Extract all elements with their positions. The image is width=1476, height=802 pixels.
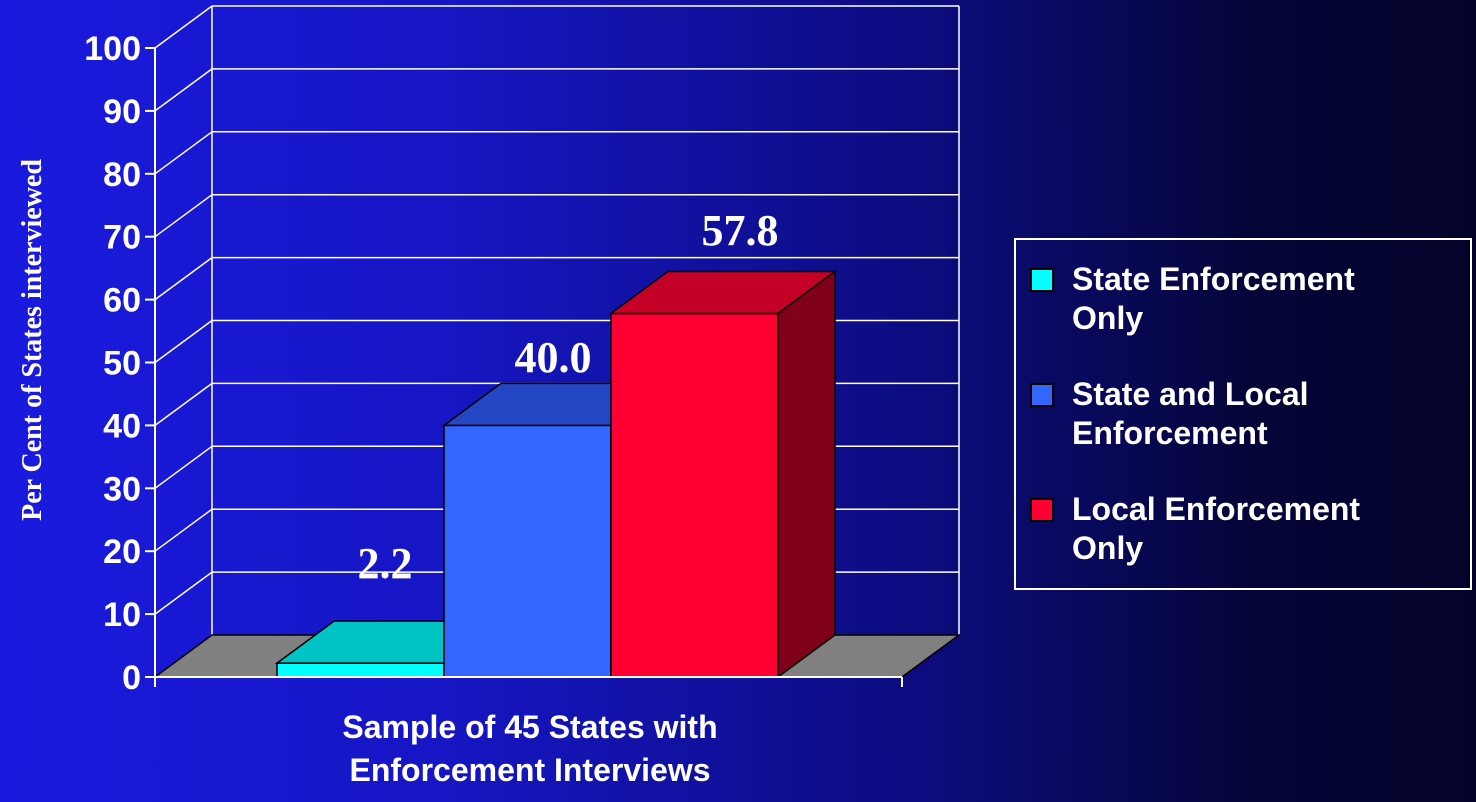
x-axis-title: Sample of 45 States with Enforcement Int… <box>0 706 1060 792</box>
bar-side <box>777 269 836 679</box>
bar-front <box>443 424 612 678</box>
legend-label-local-only: Local Enforcement Only <box>1072 490 1472 568</box>
gridline-side <box>154 319 213 364</box>
y-tick-label: 30 <box>103 470 141 508</box>
chart-canvas: 0 10 20 30 40 50 60 70 80 90 100 2.2 40.0 57.8 <box>84 5 962 697</box>
legend-label-line: Only <box>1072 530 1144 566</box>
gridline-side <box>154 571 213 615</box>
gridline-side <box>154 68 213 112</box>
legend-label-line: State and Local <box>1072 376 1309 412</box>
legend: State Enforcement Only State and Local E… <box>1014 238 1472 590</box>
y-tick-label: 0 <box>122 659 141 697</box>
x-axis-title-line-2: Enforcement Interviews <box>349 752 711 788</box>
data-label: 57.8 <box>702 206 779 255</box>
bar-front <box>276 662 445 678</box>
y-tick-label: 80 <box>103 156 141 194</box>
legend-label-state-and-local: State and Local Enforcement <box>1072 375 1472 453</box>
y-tick-label: 40 <box>103 407 141 445</box>
data-label: 40.0 <box>515 333 592 382</box>
gridline-side <box>154 194 213 238</box>
legend-swatch-state-only <box>1030 268 1054 292</box>
y-tick-label: 70 <box>103 219 141 257</box>
gridline-side <box>154 131 213 175</box>
x-axis-title-line-1: Sample of 45 States with <box>342 709 718 745</box>
gridline-side <box>154 5 213 49</box>
y-tick-label: 50 <box>103 345 141 383</box>
bar-front <box>610 312 779 678</box>
legend-swatch-state-and-local <box>1030 383 1054 407</box>
legend-label-state-only: State Enforcement Only <box>1072 260 1472 338</box>
y-tick-label: 100 <box>84 30 141 68</box>
legend-label-line: Local Enforcement <box>1072 491 1361 527</box>
legend-label-line: Enforcement <box>1072 415 1268 451</box>
y-tick-label: 20 <box>103 533 141 571</box>
legend-label-line: State Enforcement <box>1072 261 1355 297</box>
gridline-side <box>154 256 213 301</box>
y-tick-label: 10 <box>103 596 141 634</box>
gridline-side <box>154 508 213 552</box>
y-tick-label: 90 <box>103 93 141 131</box>
y-axis-title: Per Cent of States interviewed <box>17 159 48 521</box>
data-label: 2.2 <box>358 539 413 588</box>
gridline-side <box>154 445 213 489</box>
gridline-side <box>154 382 213 427</box>
y-tick-label: 60 <box>103 282 141 320</box>
legend-label-line: Only <box>1072 300 1144 336</box>
legend-swatch-local-only <box>1030 498 1054 522</box>
